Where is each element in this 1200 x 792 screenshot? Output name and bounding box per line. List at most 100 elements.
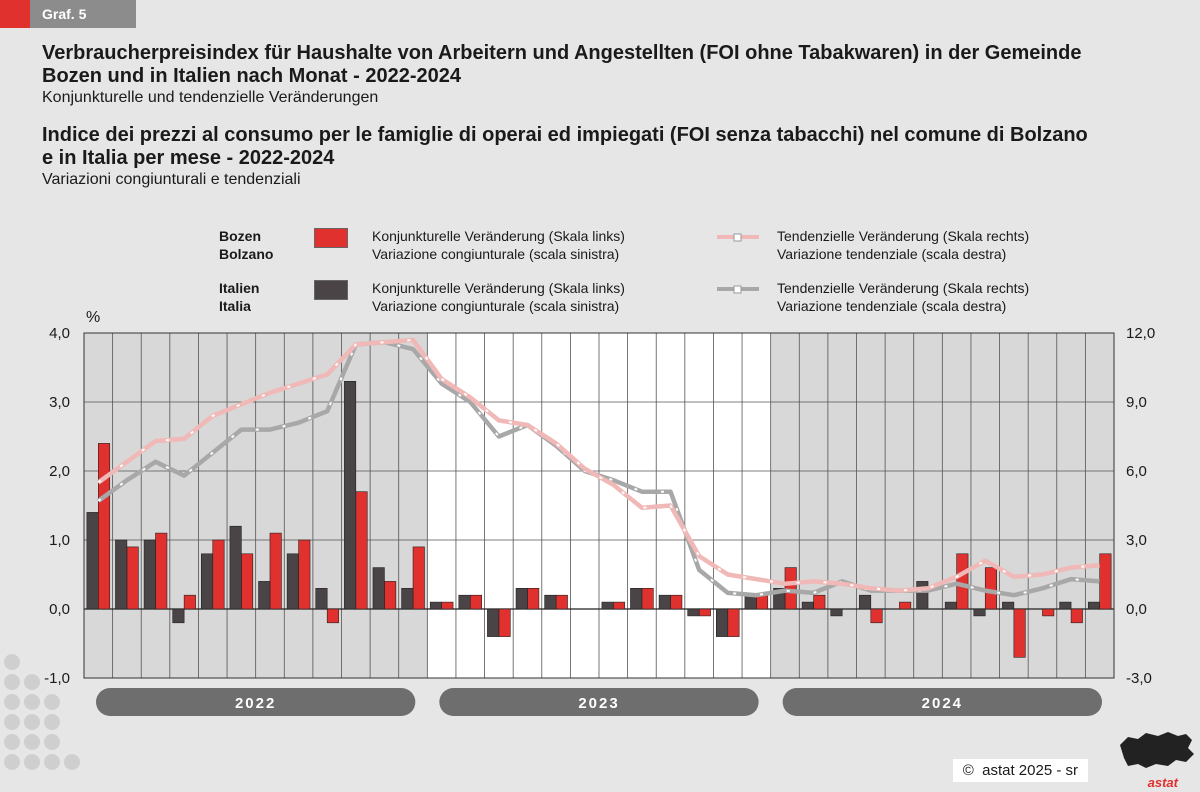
legend-bozen-label: Bozen Bolzano — [219, 227, 273, 263]
legend-italien-label: Italien Italia — [219, 279, 259, 315]
italia-bar-16 — [544, 594, 557, 610]
decorative-dot — [4, 714, 20, 730]
bozen-bar-22 — [727, 608, 740, 637]
legend-bozen-line-text: Tendenzielle Veränderung (Skala rechts) … — [777, 227, 1029, 263]
bozen-bar-31 — [984, 567, 997, 610]
right-axis-tick-label: 6,0 — [1126, 463, 1147, 480]
decorative-dot — [44, 694, 60, 710]
left-axis-tick-label: 0,0 — [49, 601, 70, 618]
legend-bozen-bar-swatch — [314, 228, 348, 248]
year-band-label-2022: 2022 — [235, 695, 276, 712]
italia-bar-25 — [801, 601, 814, 610]
right-axis-tick-label: 0,0 — [1126, 601, 1147, 618]
italia-bar-15 — [515, 587, 528, 610]
bozen-bar-27 — [870, 608, 883, 624]
italia-bar-18 — [601, 601, 614, 610]
decorative-dot — [4, 734, 20, 750]
italia-bar-9 — [344, 380, 357, 610]
legend-italien-bar-de: Konjunkturelle Veränderung (Skala links) — [372, 280, 625, 296]
bozen-bar-23 — [756, 594, 769, 610]
legend-italien-bar-text: Konjunkturelle Veränderung (Skala links)… — [372, 279, 625, 315]
legend-italien-line-de: Tendenzielle Veränderung (Skala rechts) — [777, 280, 1030, 296]
decorative-dot — [24, 694, 40, 710]
bozen-bar-21 — [698, 608, 711, 617]
decorative-dot — [4, 694, 20, 710]
title-de: Verbraucherpreisindex für Haushalte von … — [42, 42, 1081, 88]
decorative-dot — [44, 714, 60, 730]
legend-italien-de: Italien — [219, 280, 260, 296]
bozen-bar-16 — [555, 594, 568, 610]
italia-bar-20 — [658, 594, 671, 610]
subtitle-de: Konjunkturelle und tendenzielle Veränder… — [42, 89, 379, 106]
bozen-bar-3 — [183, 594, 196, 610]
bozen-bar-12 — [441, 601, 454, 610]
legend-italien-bar-swatch — [314, 280, 348, 300]
title-it-line2: e in Italia per mese - 2022-2024 — [42, 147, 335, 169]
bozen-bar-15 — [527, 587, 540, 610]
plot-frame — [83, 332, 1115, 679]
title-it-line1: Indice dei prezzi al consumo per le fami… — [42, 124, 1088, 146]
decorative-dot — [44, 734, 60, 750]
italia-bar-1 — [115, 539, 128, 610]
bozen-bar-8 — [326, 608, 339, 624]
bozen-bar-5 — [241, 553, 254, 610]
bozen-bar-34 — [1070, 608, 1083, 624]
italia-bar-0 — [86, 512, 99, 610]
legend-bozen-it: Bolzano — [219, 246, 274, 262]
graph-tag-label: Graf. 5 — [30, 0, 137, 28]
left-axis-tick-label: 2,0 — [49, 463, 70, 480]
decorative-dot — [24, 754, 40, 770]
legend-bozen-line-de: Tendenzielle Veränderung (Skala rechts) — [777, 228, 1030, 244]
italia-bar-35 — [1087, 601, 1100, 610]
bozen-bar-6 — [269, 532, 282, 610]
decorative-dot — [4, 674, 20, 690]
decorative-dot — [24, 714, 40, 730]
italia-bar-6 — [258, 581, 271, 610]
bozen-bar-35 — [1099, 553, 1112, 610]
italia-bar-13 — [458, 594, 471, 610]
italia-bar-2 — [143, 539, 156, 610]
italia-bar-8 — [315, 587, 328, 610]
bozen-bar-19 — [641, 587, 654, 610]
bozen-bar-13 — [469, 594, 482, 610]
bozen-bar-11 — [412, 546, 425, 610]
left-axis-tick-label: -1,0 — [44, 670, 70, 687]
bozen-bar-28 — [899, 601, 912, 610]
bozen-bar-14 — [498, 608, 511, 637]
right-axis-tick-label: 9,0 — [1126, 394, 1147, 411]
italia-bar-31 — [973, 608, 986, 617]
legend-italien-line-swatch — [717, 285, 759, 294]
decorative-dot — [24, 734, 40, 750]
italia-bar-5 — [229, 525, 242, 610]
legend-bozen-line-it: Variazione tendenziale (scala destra) — [777, 246, 1007, 262]
italia-bar-10 — [372, 567, 385, 610]
copyright-symbol: © — [962, 762, 974, 779]
footer-credit: © astat 2025 - sr — [952, 759, 1088, 782]
italia-bar-30 — [944, 601, 957, 610]
italia-bar-24 — [773, 587, 786, 610]
year-band-label-2023: 2023 — [578, 695, 619, 712]
legend-italien-line-it: Variazione tendenziale (scala destra) — [777, 298, 1007, 314]
right-axis-tick-label: 3,0 — [1126, 532, 1147, 549]
italia-bar-7 — [286, 553, 299, 610]
decorative-dot — [44, 754, 60, 770]
italia-bar-19 — [630, 587, 643, 610]
italia-bar-3 — [172, 608, 185, 624]
italia-bar-29 — [916, 581, 929, 610]
bozen-bar-33 — [1042, 608, 1055, 617]
italia-bar-27 — [859, 594, 872, 610]
bozen-bar-24 — [784, 567, 797, 610]
footer-text: astat 2025 - sr — [982, 762, 1078, 779]
bozen-bar-9 — [355, 491, 368, 610]
legend-italien-bar-it: Variazione congiunturale (scala sinistra… — [372, 298, 620, 314]
bozen-bar-4 — [212, 539, 225, 610]
legend-bozen-line-swatch — [717, 233, 759, 242]
astat-logo-map-icon — [1120, 732, 1194, 768]
italia-bar-21 — [687, 608, 700, 617]
legend-bozen-bar-it: Variazione congiunturale (scala sinistra… — [372, 246, 620, 262]
left-axis-tick-label: 3,0 — [49, 394, 70, 411]
right-axis-tick-label: 12,0 — [1126, 325, 1155, 342]
left-axis-tick-label: 1,0 — [49, 532, 70, 549]
title-de-line2: Bozen und in Italien nach Monat - 2022-2… — [42, 65, 461, 87]
